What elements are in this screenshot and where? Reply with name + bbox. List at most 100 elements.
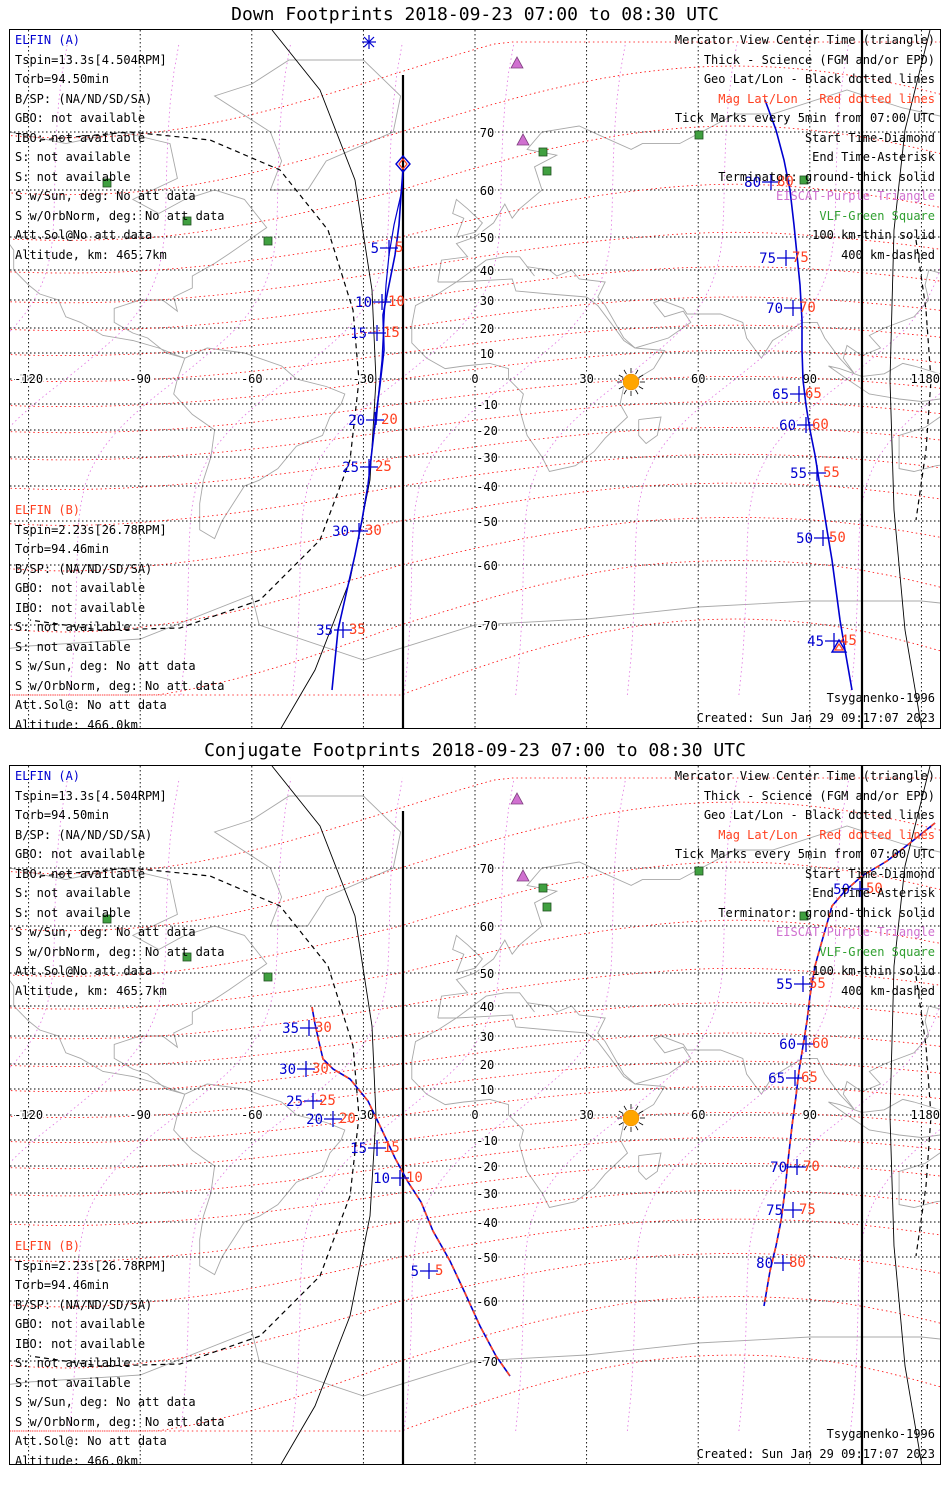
- lat-tick-label: -20: [476, 1160, 498, 1174]
- legend-terminator: Terminator: ground-thick solid: [718, 905, 935, 920]
- lon-tick-label: 120: [911, 1108, 933, 1122]
- vlf-station-square: [542, 166, 552, 176]
- elfin-a-tick-label: 80: [744, 175, 761, 191]
- sun-ray: [618, 374, 624, 378]
- sun-ray: [638, 374, 644, 378]
- elfin-a-tick-label: 15: [350, 326, 367, 342]
- lat-tick-label: -10: [476, 1134, 498, 1148]
- elfin-a-tick-label: 20: [306, 1112, 323, 1128]
- elfin-a-name: ELFIN (A): [15, 769, 81, 783]
- coastline-uk: [452, 934, 484, 974]
- lat-tick-label: 50: [480, 231, 494, 245]
- sun-ray: [618, 1110, 624, 1114]
- terminator-layer: [29, 30, 932, 728]
- mag-grid: [10, 41, 940, 696]
- elfin-a-tick-label: 15: [350, 1141, 367, 1157]
- lon-tick-label: 30: [579, 1108, 593, 1122]
- field-model: Tsyganenko-1996: [826, 691, 935, 705]
- map-canvas: -180-150-120-90-60-300306090120150180706…: [10, 766, 940, 1464]
- legend-vlf: VLF-Green Square: [819, 944, 935, 959]
- mag-meridian: [403, 41, 627, 696]
- elfin-b-tick-label: 80: [777, 174, 794, 190]
- coastline-africa: [411, 278, 666, 473]
- elfin-b-line: Att.Sol@: No att data: [15, 1434, 167, 1448]
- lat-tick-label: -30: [476, 1187, 498, 1201]
- lon-tick-label: -60: [241, 372, 263, 386]
- elfin-a-tick-label: 80: [756, 1256, 773, 1272]
- elfin-b-line: B/SP: (NA/ND/SD/SA): [15, 1297, 153, 1312]
- mag-parallel: [10, 183, 940, 274]
- legend-vlf: VLF-Green Square: [819, 208, 935, 223]
- legend-km100: 100 km-thin solid: [812, 964, 935, 978]
- elfin-a-name: ELFIN (A): [15, 33, 81, 47]
- start-diamond: [395, 154, 411, 174]
- lon-tick-label: 120: [911, 372, 933, 386]
- elfin-a-line: S w/Sun, deg: No att data: [15, 189, 196, 203]
- mag-parallel: [10, 231, 940, 304]
- mag-meridian: [515, 777, 738, 1432]
- sun-ray: [638, 1122, 644, 1126]
- elfin-a-tick-label: 20: [348, 413, 365, 429]
- mag-meridian: [68, 41, 292, 696]
- elfin-a-tick-label: 10: [373, 1171, 390, 1187]
- mag-meridian: [626, 777, 850, 1432]
- legend-mag: Mag Lat/Lon - Red dotted lines: [718, 91, 935, 106]
- lat-tick-label: -40: [476, 1216, 498, 1230]
- altitude-400km-west: [29, 131, 360, 631]
- elfin-a-tick-label: 55: [790, 466, 807, 482]
- mag-parallel: [10, 375, 940, 434]
- eiscat-station-triangle: [510, 792, 524, 805]
- mag-meridian: [10, 41, 180, 428]
- lon-tick-label: -180: [12, 372, 41, 386]
- elfin-a-line: GBO: not available: [15, 847, 146, 861]
- elfin-a-line: S w/OrbNorm, deg: No att data: [15, 944, 225, 959]
- legend: Mercator View Center Time (triangle) Thic…: [675, 31, 935, 265]
- mag-grid: [10, 777, 940, 1432]
- elfin-b-tick-label: 20: [339, 1111, 356, 1127]
- coastline-africa: [411, 1014, 666, 1209]
- mag-parallel: [10, 65, 940, 196]
- elfin-b-tick-label: 50: [866, 881, 883, 897]
- lat-tick-label: 20: [480, 322, 494, 336]
- sun-ray: [623, 1105, 627, 1111]
- elfin-b-tick-label: 15: [383, 325, 400, 341]
- altitude-400km-east: [915, 975, 932, 1257]
- elfin-b-tick-label: 55: [823, 465, 840, 481]
- lat-tick-label: -70: [476, 619, 498, 633]
- coastline-north-america: [10, 131, 268, 359]
- lat-tick-label: -60: [476, 1295, 498, 1309]
- lat-tick-label: 50: [480, 967, 494, 981]
- elfin-a-line: B/SP: (NA/ND/SD/SA): [15, 91, 153, 106]
- lon-tick-label: 90: [803, 372, 817, 386]
- field-model: Tsyganenko-1996: [826, 1427, 935, 1441]
- elfin-a-line: B/SP: (NA/ND/SD/SA): [15, 827, 153, 842]
- sun-ray: [638, 386, 644, 390]
- mag-parallel: [10, 426, 940, 490]
- elfin-a-tick-label: 5: [411, 1264, 419, 1280]
- elfin-a-tick-label: 65: [772, 387, 789, 403]
- legend-geo: Geo Lat/Lon - Black dotted lines: [703, 808, 935, 822]
- coastline-greenland: [213, 795, 402, 927]
- mag-parallel: [10, 266, 940, 331]
- elfin-a-line: S: not available: [15, 169, 131, 184]
- panel-title-down: Down Footprints 2018-09-23 07:00 to 08:3…: [231, 4, 719, 25]
- mag-parallel: [10, 482, 940, 572]
- lon-tick-label: 60: [691, 1108, 705, 1122]
- elfin-a-track-east: [764, 99, 853, 691]
- coastline-greenland: [213, 59, 402, 191]
- vlf-station-square: [182, 216, 192, 226]
- mag-parallel: [10, 967, 940, 1040]
- mag-parallel: [10, 1162, 940, 1226]
- mag-parallel: [10, 1002, 940, 1067]
- map-canvas: -180-150-120-90-60-300306090120150180706…: [10, 30, 940, 728]
- vlf-station-square: [694, 866, 704, 876]
- elfin-b-line: IBO: not available: [15, 1336, 146, 1351]
- elfin-a-tick-label: 35: [282, 1021, 299, 1037]
- elfin-b-tick-label: 15: [383, 1140, 400, 1156]
- altitude-400km-east: [915, 239, 932, 521]
- legend-km400: 400 km-dashed: [841, 983, 935, 998]
- elfin-a-tick-label: 30: [332, 524, 349, 540]
- legend-thick: Thick - Science (FGM and/or EPD): [703, 52, 935, 67]
- elfin-a-tick-label: 55: [776, 977, 793, 993]
- mag-parallel: [10, 453, 940, 526]
